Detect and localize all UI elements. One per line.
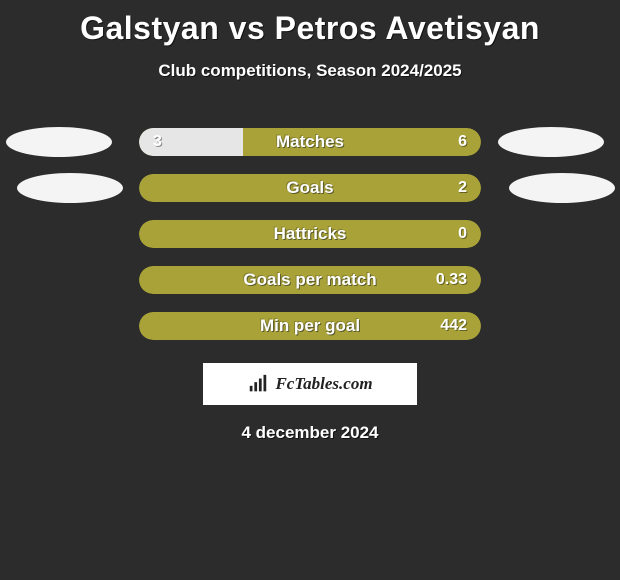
player-left-marker-1 [6, 127, 112, 157]
stat-row: Hattricks0 [0, 211, 620, 257]
stat-row: Min per goal442 [0, 303, 620, 349]
stat-bar-left-fill [139, 128, 243, 156]
comparison-infographic: Galstyan vs Petros Avetisyan Club compet… [0, 0, 620, 580]
source-badge: FcTables.com [203, 363, 417, 405]
stat-bar: Min per goal442 [139, 312, 481, 340]
player-left-marker-2 [17, 173, 123, 203]
stat-bar: Goals2 [139, 174, 481, 202]
stat-bar: Hattricks0 [139, 220, 481, 248]
player-right-marker-2 [509, 173, 615, 203]
stat-bar-bg [139, 312, 481, 340]
date-label: 4 december 2024 [241, 423, 378, 443]
stat-bar-bg [139, 174, 481, 202]
page-title: Galstyan vs Petros Avetisyan [80, 10, 540, 47]
bar-chart-icon [247, 373, 269, 395]
player-right-marker-1 [498, 127, 604, 157]
stat-bar-bg [139, 266, 481, 294]
stat-bar: Matches36 [139, 128, 481, 156]
chart-area: Matches36 Goals2 Hattricks0 Goals per match… [0, 119, 620, 349]
stat-bar-bg [139, 220, 481, 248]
stat-row: Goals per match0.33 [0, 257, 620, 303]
stat-bar: Goals per match0.33 [139, 266, 481, 294]
subtitle: Club competitions, Season 2024/2025 [158, 61, 461, 81]
source-badge-text: FcTables.com [275, 374, 372, 394]
